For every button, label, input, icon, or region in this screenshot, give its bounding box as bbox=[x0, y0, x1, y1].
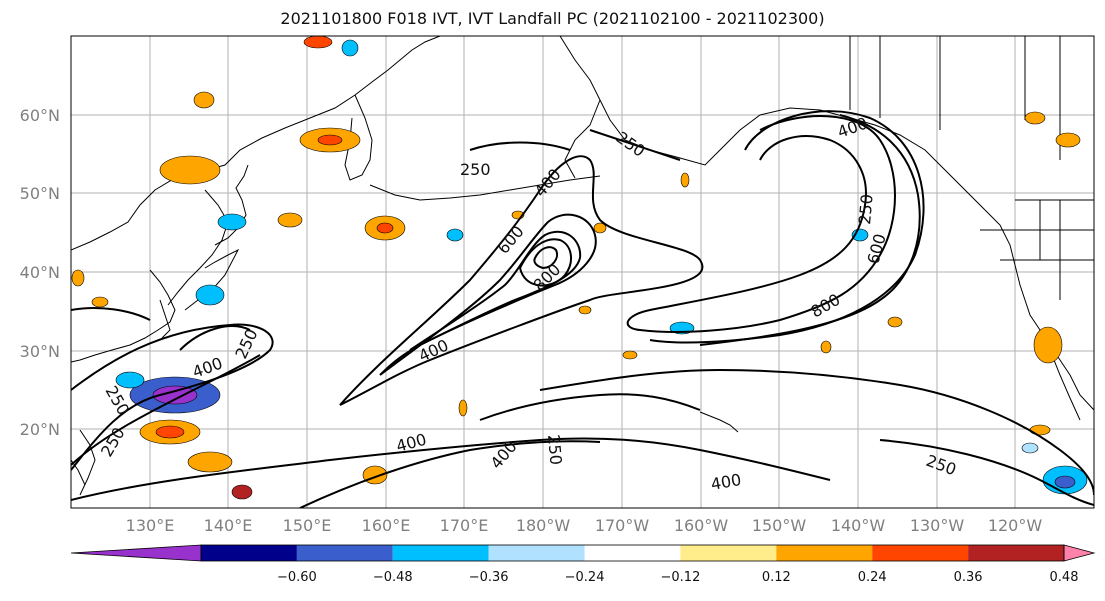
lat-label: 40°N bbox=[20, 263, 60, 282]
contour-label: 250 bbox=[855, 193, 877, 225]
lon-label: 180°W bbox=[516, 516, 571, 535]
lon-label: 140°E bbox=[204, 516, 253, 535]
colorbar-tick-label: 0.12 bbox=[762, 570, 791, 585]
pc-shading bbox=[71, 36, 1088, 500]
lon-label: 140°W bbox=[831, 516, 886, 535]
colorbar-tick-label: 0.48 bbox=[1050, 570, 1079, 585]
colorbar-segment bbox=[296, 545, 393, 561]
lon-label: 130°W bbox=[910, 516, 965, 535]
colorbar: −0.60 −0.48 −0.36 −0.24 −0.12 0.12 0.24 0.36 0.4… bbox=[70, 544, 1096, 585]
ivt-contours bbox=[71, 110, 1094, 508]
lon-label: 130°E bbox=[126, 516, 175, 535]
lon-label: 170°E bbox=[440, 516, 489, 535]
colorbar-tick-label: 0.36 bbox=[954, 570, 983, 585]
lon-label: 160°W bbox=[674, 516, 729, 535]
colorbar-extend-high bbox=[1063, 544, 1096, 562]
lon-label: 150°W bbox=[752, 516, 807, 535]
colorbar-tick-label: −0.48 bbox=[373, 570, 413, 585]
graticule bbox=[71, 36, 1094, 508]
map-frame bbox=[70, 35, 1095, 509]
colorbar-segment bbox=[392, 545, 489, 561]
lat-label: 50°N bbox=[20, 184, 60, 203]
colorbar-tick-label: −0.60 bbox=[277, 570, 317, 585]
latitude-labels: 60°N 50°N 40°N 30°N 20°N bbox=[20, 106, 60, 439]
colorbar-segment bbox=[776, 545, 873, 561]
colorbar-tick-label: 0.24 bbox=[858, 570, 887, 585]
lon-label: 170°W bbox=[595, 516, 650, 535]
colorbar-segment bbox=[872, 545, 969, 561]
coastlines bbox=[71, 36, 1094, 496]
contour-label: 250 bbox=[544, 434, 566, 466]
colorbar-segment bbox=[201, 545, 297, 561]
lon-label: 120°W bbox=[988, 516, 1043, 535]
contour-label: 250 bbox=[460, 160, 491, 179]
colorbar-extend-low bbox=[70, 544, 202, 562]
lon-label: 160°E bbox=[362, 516, 411, 535]
colorbar-segment bbox=[584, 545, 681, 561]
lat-label: 20°N bbox=[20, 420, 60, 439]
lat-label: 60°N bbox=[20, 106, 60, 125]
colorbar-segment bbox=[488, 545, 585, 561]
colorbar-segment bbox=[968, 545, 1064, 561]
map-title: 2021101800 F018 IVT, IVT Landfall PC (20… bbox=[280, 9, 825, 28]
map-panel: 250 400 600 800 250 400 250 400 250 400 … bbox=[71, 36, 1094, 508]
lat-label: 30°N bbox=[20, 342, 60, 361]
colorbar-segment bbox=[680, 545, 777, 561]
lon-label: 150°E bbox=[283, 516, 332, 535]
colorbar-tick-label: −0.36 bbox=[469, 570, 509, 585]
colorbar-tick-label: −0.24 bbox=[565, 570, 605, 585]
colorbar-frame bbox=[200, 544, 1065, 562]
longitude-labels: 130°E 140°E 150°E 160°E 170°E 180°W 170°… bbox=[126, 516, 1043, 535]
colorbar-tick-label: −0.12 bbox=[661, 570, 701, 585]
